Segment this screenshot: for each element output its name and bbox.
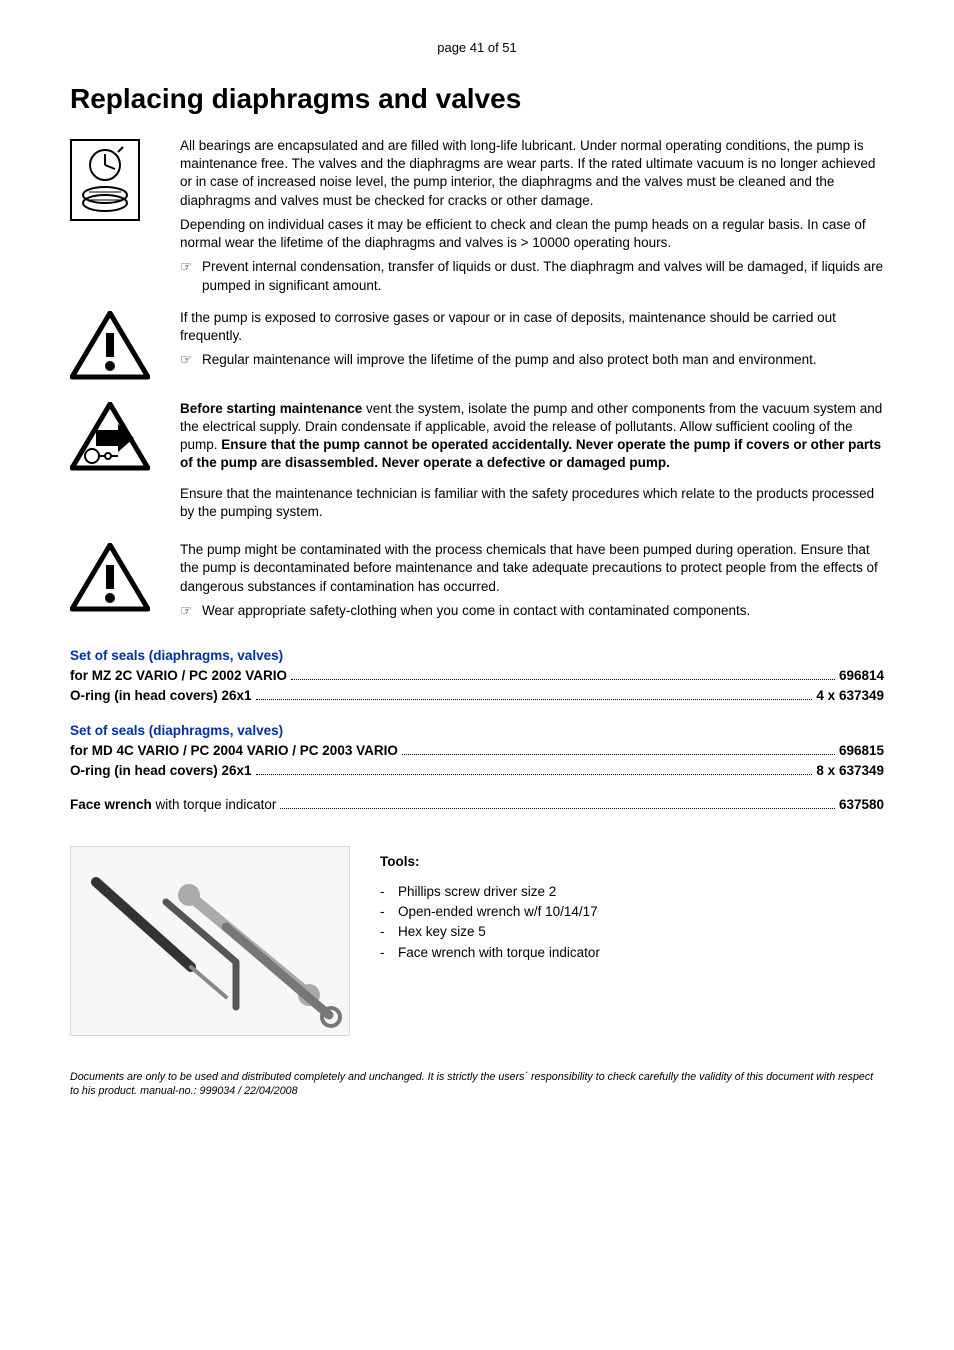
seals-set1-l1-lead: for MZ 2C VARIO / PC 2002 VARIO [70, 666, 287, 686]
before-lead: Before starting maintenance [180, 401, 362, 416]
corrosive-bullet: Regular maintenance will improve the lif… [202, 351, 884, 369]
tool-item-2: -Open-ended wrench w/f 10/14/17 [380, 902, 600, 922]
seals-set1-line1: for MZ 2C VARIO / PC 2002 VARIO 696814 [70, 666, 884, 686]
warning-icon [70, 543, 150, 613]
before-ensure: Ensure that the pump cannot be operated … [180, 437, 881, 470]
before-paragraph-1: Before starting maintenance vent the sys… [180, 400, 884, 473]
tools-image [70, 846, 350, 1036]
pointer-icon: ☞ [180, 602, 202, 620]
seals-set1-title: Set of seals (diaphragms, valves) [70, 646, 884, 666]
face-wrench-trail: 637580 [839, 795, 884, 815]
tool-item-4: -Face wrench with torque indicator [380, 943, 600, 963]
seals-set2-l2-trail: 8 x 637349 [816, 761, 884, 781]
seals-set1-line2: O-ring (in head covers) 26x1 4 x 637349 [70, 686, 884, 706]
page-title: Replacing diaphragms and valves [70, 83, 884, 115]
section-intro: All bearings are encapsulated and are fi… [70, 137, 884, 295]
before-paragraph-2: Ensure that the maintenance technician i… [180, 485, 884, 521]
seals-set2-title: Set of seals (diaphragms, valves) [70, 721, 884, 741]
contam-bullet: Wear appropriate safety-clothing when yo… [202, 602, 884, 620]
seals-set1-l2-trail: 4 x 637349 [816, 686, 884, 706]
seals-set1-l2-lead: O-ring (in head covers) 26x1 [70, 686, 252, 706]
face-wrench-lead-bold: Face wrench [70, 797, 152, 812]
page-footer: Documents are only to be used and distri… [70, 1071, 884, 1099]
tools-heading: Tools: [380, 852, 600, 872]
face-wrench-lead-rest: with torque indicator [152, 797, 277, 812]
page-number: page 41 of 51 [70, 40, 884, 55]
seals-set2-l1-lead: for MD 4C VARIO / PC 2004 VARIO / PC 200… [70, 741, 398, 761]
seals-set2-line1: for MD 4C VARIO / PC 2004 VARIO / PC 200… [70, 741, 884, 761]
seals-set2-l1-trail: 696815 [839, 741, 884, 761]
seals-set2-l2-lead: O-ring (in head covers) 26x1 [70, 761, 252, 781]
section-corrosive: If the pump is exposed to corrosive gase… [70, 309, 884, 386]
seals-set2-line2: O-ring (in head covers) 26x1 8 x 637349 [70, 761, 884, 781]
intro-bullet-1: Prevent internal condensation, transfer … [202, 258, 884, 294]
intro-paragraph-1: All bearings are encapsulated and are fi… [180, 137, 884, 210]
pointer-icon: ☞ [180, 351, 202, 369]
tools-section: Tools: -Phillips screw driver size 2 -Op… [70, 846, 884, 1036]
face-wrench-line: Face wrench with torque indicator 637580 [70, 795, 884, 815]
disconnect-power-icon [70, 402, 150, 472]
contam-paragraph: The pump might be contaminated with the … [180, 541, 884, 596]
maintenance-icon [70, 137, 180, 221]
intro-paragraph-2: Depending on individual cases it may be … [180, 216, 884, 252]
section-before-maintenance: Before starting maintenance vent the sys… [70, 400, 884, 527]
seals-set1-l1-trail: 696814 [839, 666, 884, 686]
section-contamination: The pump might be contaminated with the … [70, 541, 884, 620]
pointer-icon: ☞ [180, 258, 202, 294]
tool-item-3: -Hex key size 5 [380, 922, 600, 942]
time-gauge-icon [70, 139, 140, 221]
corrosive-paragraph: If the pump is exposed to corrosive gase… [180, 309, 884, 345]
warning-icon [70, 311, 150, 381]
tool-item-1: -Phillips screw driver size 2 [380, 882, 600, 902]
parts-list: Set of seals (diaphragms, valves) for MZ… [70, 646, 884, 816]
